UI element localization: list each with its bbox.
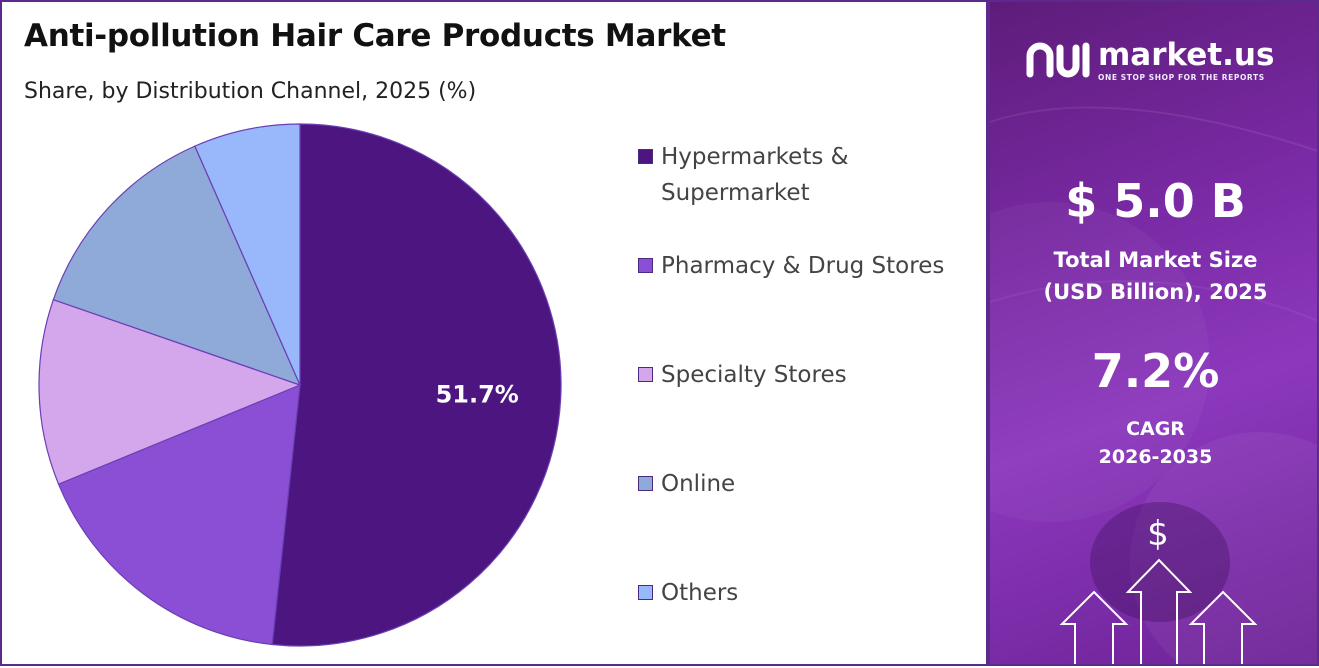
legend-swatch-hypermarkets bbox=[638, 149, 653, 164]
legend-item-others: Others bbox=[638, 578, 738, 611]
pie-slice-specialty-stores bbox=[38, 298, 302, 485]
cagr-value: 7.2% bbox=[1091, 344, 1220, 398]
pie-slice-hypermarkets-supermarket bbox=[271, 123, 562, 647]
market-size-label-line2: (USD Billion), 2025 bbox=[1043, 280, 1268, 304]
pie-slice-online bbox=[52, 145, 302, 387]
brand-text: market.us ONE STOP SHOP FOR THE REPORTS bbox=[1098, 39, 1274, 82]
brand-tagline: ONE STOP SHOP FOR THE REPORTS bbox=[1098, 72, 1265, 82]
market-size-label-line1: Total Market Size bbox=[1053, 248, 1258, 272]
legend-item-pharmacy: Pharmacy & Drug Stores bbox=[638, 251, 944, 284]
chart-panel: Anti-pollution Hair Care Products Market… bbox=[0, 0, 988, 666]
legend-item-online: Online bbox=[638, 469, 735, 502]
market-us-logo-icon bbox=[1026, 42, 1090, 78]
dollar-icon: $ bbox=[1147, 514, 1169, 554]
chart-legend: Hypermarkets & Supermarket Pharmacy & Dru… bbox=[638, 2, 983, 668]
legend-label-online: Online bbox=[661, 471, 736, 497]
legend-swatch-pharmacy bbox=[638, 258, 653, 273]
brand-name: market.us bbox=[1098, 36, 1275, 73]
legend-label-hypermarkets-line1: Hypermarkets & bbox=[661, 144, 849, 170]
legend-swatch-others bbox=[638, 585, 653, 600]
market-size-value: $ 5.0 B bbox=[1065, 174, 1246, 228]
pie-data-label: 51.7% bbox=[436, 381, 519, 409]
legend-label-specialty: Specialty Stores bbox=[661, 362, 847, 388]
growth-arrows: $ bbox=[1059, 514, 1258, 664]
legend-item-hypermarkets: Hypermarkets & Supermarket bbox=[638, 142, 849, 211]
legend-swatch-online bbox=[638, 476, 653, 491]
pie-slice-pharmacy-drug-stores bbox=[57, 384, 301, 646]
legend-item-specialty: Specialty Stores bbox=[638, 360, 847, 393]
pie-chart: 51.7% bbox=[38, 123, 562, 647]
legend-label-others: Others bbox=[661, 580, 739, 606]
summary-panel: market.us ONE STOP SHOP FOR THE REPORTS … bbox=[988, 0, 1319, 666]
legend-label-pharmacy: Pharmacy & Drug Stores bbox=[661, 253, 945, 279]
cagr-period: 2026-2035 bbox=[1098, 446, 1213, 468]
chart-subtitle: Share, by Distribution Channel, 2025 (%) bbox=[24, 79, 477, 104]
legend-label-hypermarkets: Hypermarkets & Supermarket bbox=[661, 139, 849, 211]
cagr-label: CAGR bbox=[1126, 418, 1185, 440]
legend-swatch-specialty bbox=[638, 367, 653, 382]
up-arrow-icon bbox=[1059, 558, 1258, 664]
pie-slice-others bbox=[194, 123, 301, 386]
brand: market.us ONE STOP SHOP FOR THE REPORTS bbox=[1024, 36, 1274, 84]
chart-title: Anti-pollution Hair Care Products Market bbox=[24, 18, 726, 54]
legend-label-hypermarkets-line2: Supermarket bbox=[661, 180, 810, 206]
